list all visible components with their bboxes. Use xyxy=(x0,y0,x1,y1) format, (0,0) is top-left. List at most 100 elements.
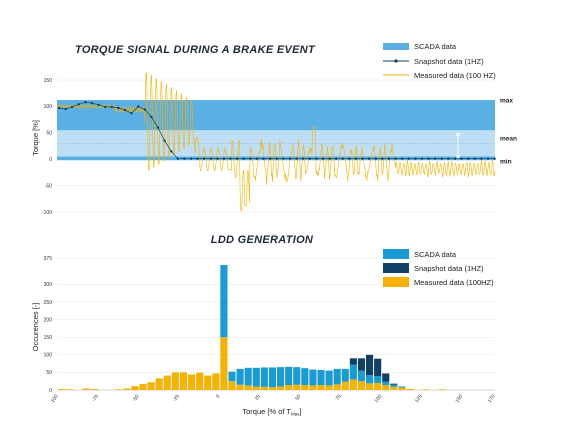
legend2-swatch-scada xyxy=(383,249,409,259)
legend2-label-snapshot: Snapshot data (1HZ) xyxy=(414,264,484,273)
bar-measured xyxy=(252,386,260,390)
band-label-mean: mean xyxy=(500,136,517,143)
bar-measured xyxy=(228,381,236,390)
top-chart-y-ticks: 150 100 50 0 -50 -100 xyxy=(42,78,52,216)
bottom-chart-x-label: Torque [% of TMax] xyxy=(242,407,301,417)
bar-scada xyxy=(285,366,293,386)
bottom-y-tick-label: 250 xyxy=(44,300,53,306)
snapshot-point xyxy=(203,157,206,160)
bar-measured xyxy=(398,387,406,390)
bottom-y-tick-label: 50 xyxy=(46,370,52,376)
bar-scada xyxy=(220,265,228,338)
snapshot-point xyxy=(394,157,397,160)
bar-measured xyxy=(163,375,171,390)
snapshot-point xyxy=(222,157,226,160)
bar-measured xyxy=(90,388,98,390)
bar-scada xyxy=(349,364,357,380)
top-chart-y-label: Torque [%] xyxy=(31,120,40,156)
bar-measured xyxy=(212,373,220,390)
snapshot-point xyxy=(163,139,166,142)
top-y-tick-label: -50 xyxy=(45,183,52,189)
legend2-swatch-snapshot xyxy=(383,263,409,273)
snapshot-point xyxy=(143,108,146,111)
snapshot-point xyxy=(90,102,94,105)
bar-measured xyxy=(366,383,374,390)
mean-arrow-head-up xyxy=(455,131,461,137)
snapshot-point xyxy=(130,112,133,115)
bottom-x-tick-label: 100 xyxy=(374,394,384,404)
bottom-x-tick-label: -75 xyxy=(91,394,100,404)
bottom-y-tick-label: 375 xyxy=(44,256,53,262)
snapshot-point xyxy=(57,106,61,110)
bottom-x-tick-label: -100 xyxy=(49,394,60,406)
bottom-chart-x-ticks: -100 -75 -50 -25 0 25 50 75 100 125 150 170 xyxy=(49,394,497,406)
bar-scada xyxy=(268,367,277,388)
band-label-max: max xyxy=(500,97,513,104)
bottom-x-tick-label: 170 xyxy=(487,394,497,404)
legend-label-scada: SCADA data xyxy=(414,42,457,51)
bottom-legend: SCADA data Snapshot data (1HZ) Measured … xyxy=(383,249,494,287)
top-legend: SCADA data Snapshot data (1HZ) Measured … xyxy=(383,42,496,80)
bar-measured xyxy=(187,374,196,390)
bar-snapshot xyxy=(349,358,357,365)
snapshot-point xyxy=(249,157,252,160)
snapshot-point xyxy=(123,108,127,112)
bottom-y-tick-label: 300 xyxy=(44,282,53,288)
bottom-chart-bars xyxy=(58,265,446,390)
bottom-x-tick-label: -25 xyxy=(172,394,181,404)
snapshot-point xyxy=(275,157,278,160)
bottom-x-tick-label: -50 xyxy=(131,394,140,404)
bar-scada xyxy=(341,368,349,382)
bar-snapshot xyxy=(390,383,398,385)
x-label-sub: Max xyxy=(291,412,300,417)
bar-scada xyxy=(228,371,236,382)
bottom-y-tick-label: 150 xyxy=(44,335,53,341)
snapshot-point xyxy=(302,157,305,160)
legend2-label-measured: Measured data (100HZ) xyxy=(414,278,494,287)
snapshot-point xyxy=(447,157,450,160)
snapshot-point xyxy=(242,157,245,160)
snapshot-point xyxy=(381,157,384,160)
bar-measured xyxy=(317,385,325,390)
snapshot-point xyxy=(64,107,67,111)
snapshot-point xyxy=(374,157,377,160)
measured-series xyxy=(56,72,496,212)
snapshot-point xyxy=(486,157,490,160)
bar-snapshot xyxy=(382,373,390,382)
snapshot-point xyxy=(401,157,404,160)
snapshot-point xyxy=(262,157,265,160)
bar-measured xyxy=(268,387,277,390)
legend-label-measured: Measured data (100 HZ) xyxy=(414,71,496,80)
bar-scada xyxy=(293,367,301,385)
snapshot-point xyxy=(176,157,179,160)
bar-measured xyxy=(58,388,66,390)
bar-scada xyxy=(374,376,382,383)
snapshot-point xyxy=(170,150,173,153)
band-labels: max mean min xyxy=(500,97,517,165)
legend2-swatch-measured xyxy=(383,277,409,287)
snapshot-point xyxy=(473,157,476,160)
bottom-x-tick-label: 125 xyxy=(414,394,424,404)
bar-measured xyxy=(406,388,414,390)
bar-measured xyxy=(357,381,366,390)
bottom-y-tick-label: 0 xyxy=(49,388,52,394)
bottom-chart-title: LDD GENERATION xyxy=(211,234,314,246)
bar-measured xyxy=(382,385,390,390)
snapshot-point xyxy=(453,157,457,160)
snapshot-point xyxy=(434,157,437,160)
snapshot-point xyxy=(71,105,74,109)
top-y-tick-label: -100 xyxy=(42,210,52,216)
bar-scada xyxy=(398,386,406,388)
bar-measured xyxy=(155,378,163,390)
snapshot-point xyxy=(427,157,430,160)
bar-measured xyxy=(220,337,228,390)
snapshot-point xyxy=(97,103,100,107)
bar-snapshot xyxy=(357,358,366,371)
bar-measured xyxy=(260,386,268,390)
band-label-min: min xyxy=(500,158,512,165)
bottom-chart-y-ticks: 375 300 250 200 150 100 50 0 xyxy=(44,256,53,394)
snapshot-point xyxy=(295,157,298,160)
snapshot-point xyxy=(269,157,272,160)
legend-label-snapshot: Snapshot data (1HZ) xyxy=(414,57,484,66)
snapshot-point xyxy=(216,157,219,160)
